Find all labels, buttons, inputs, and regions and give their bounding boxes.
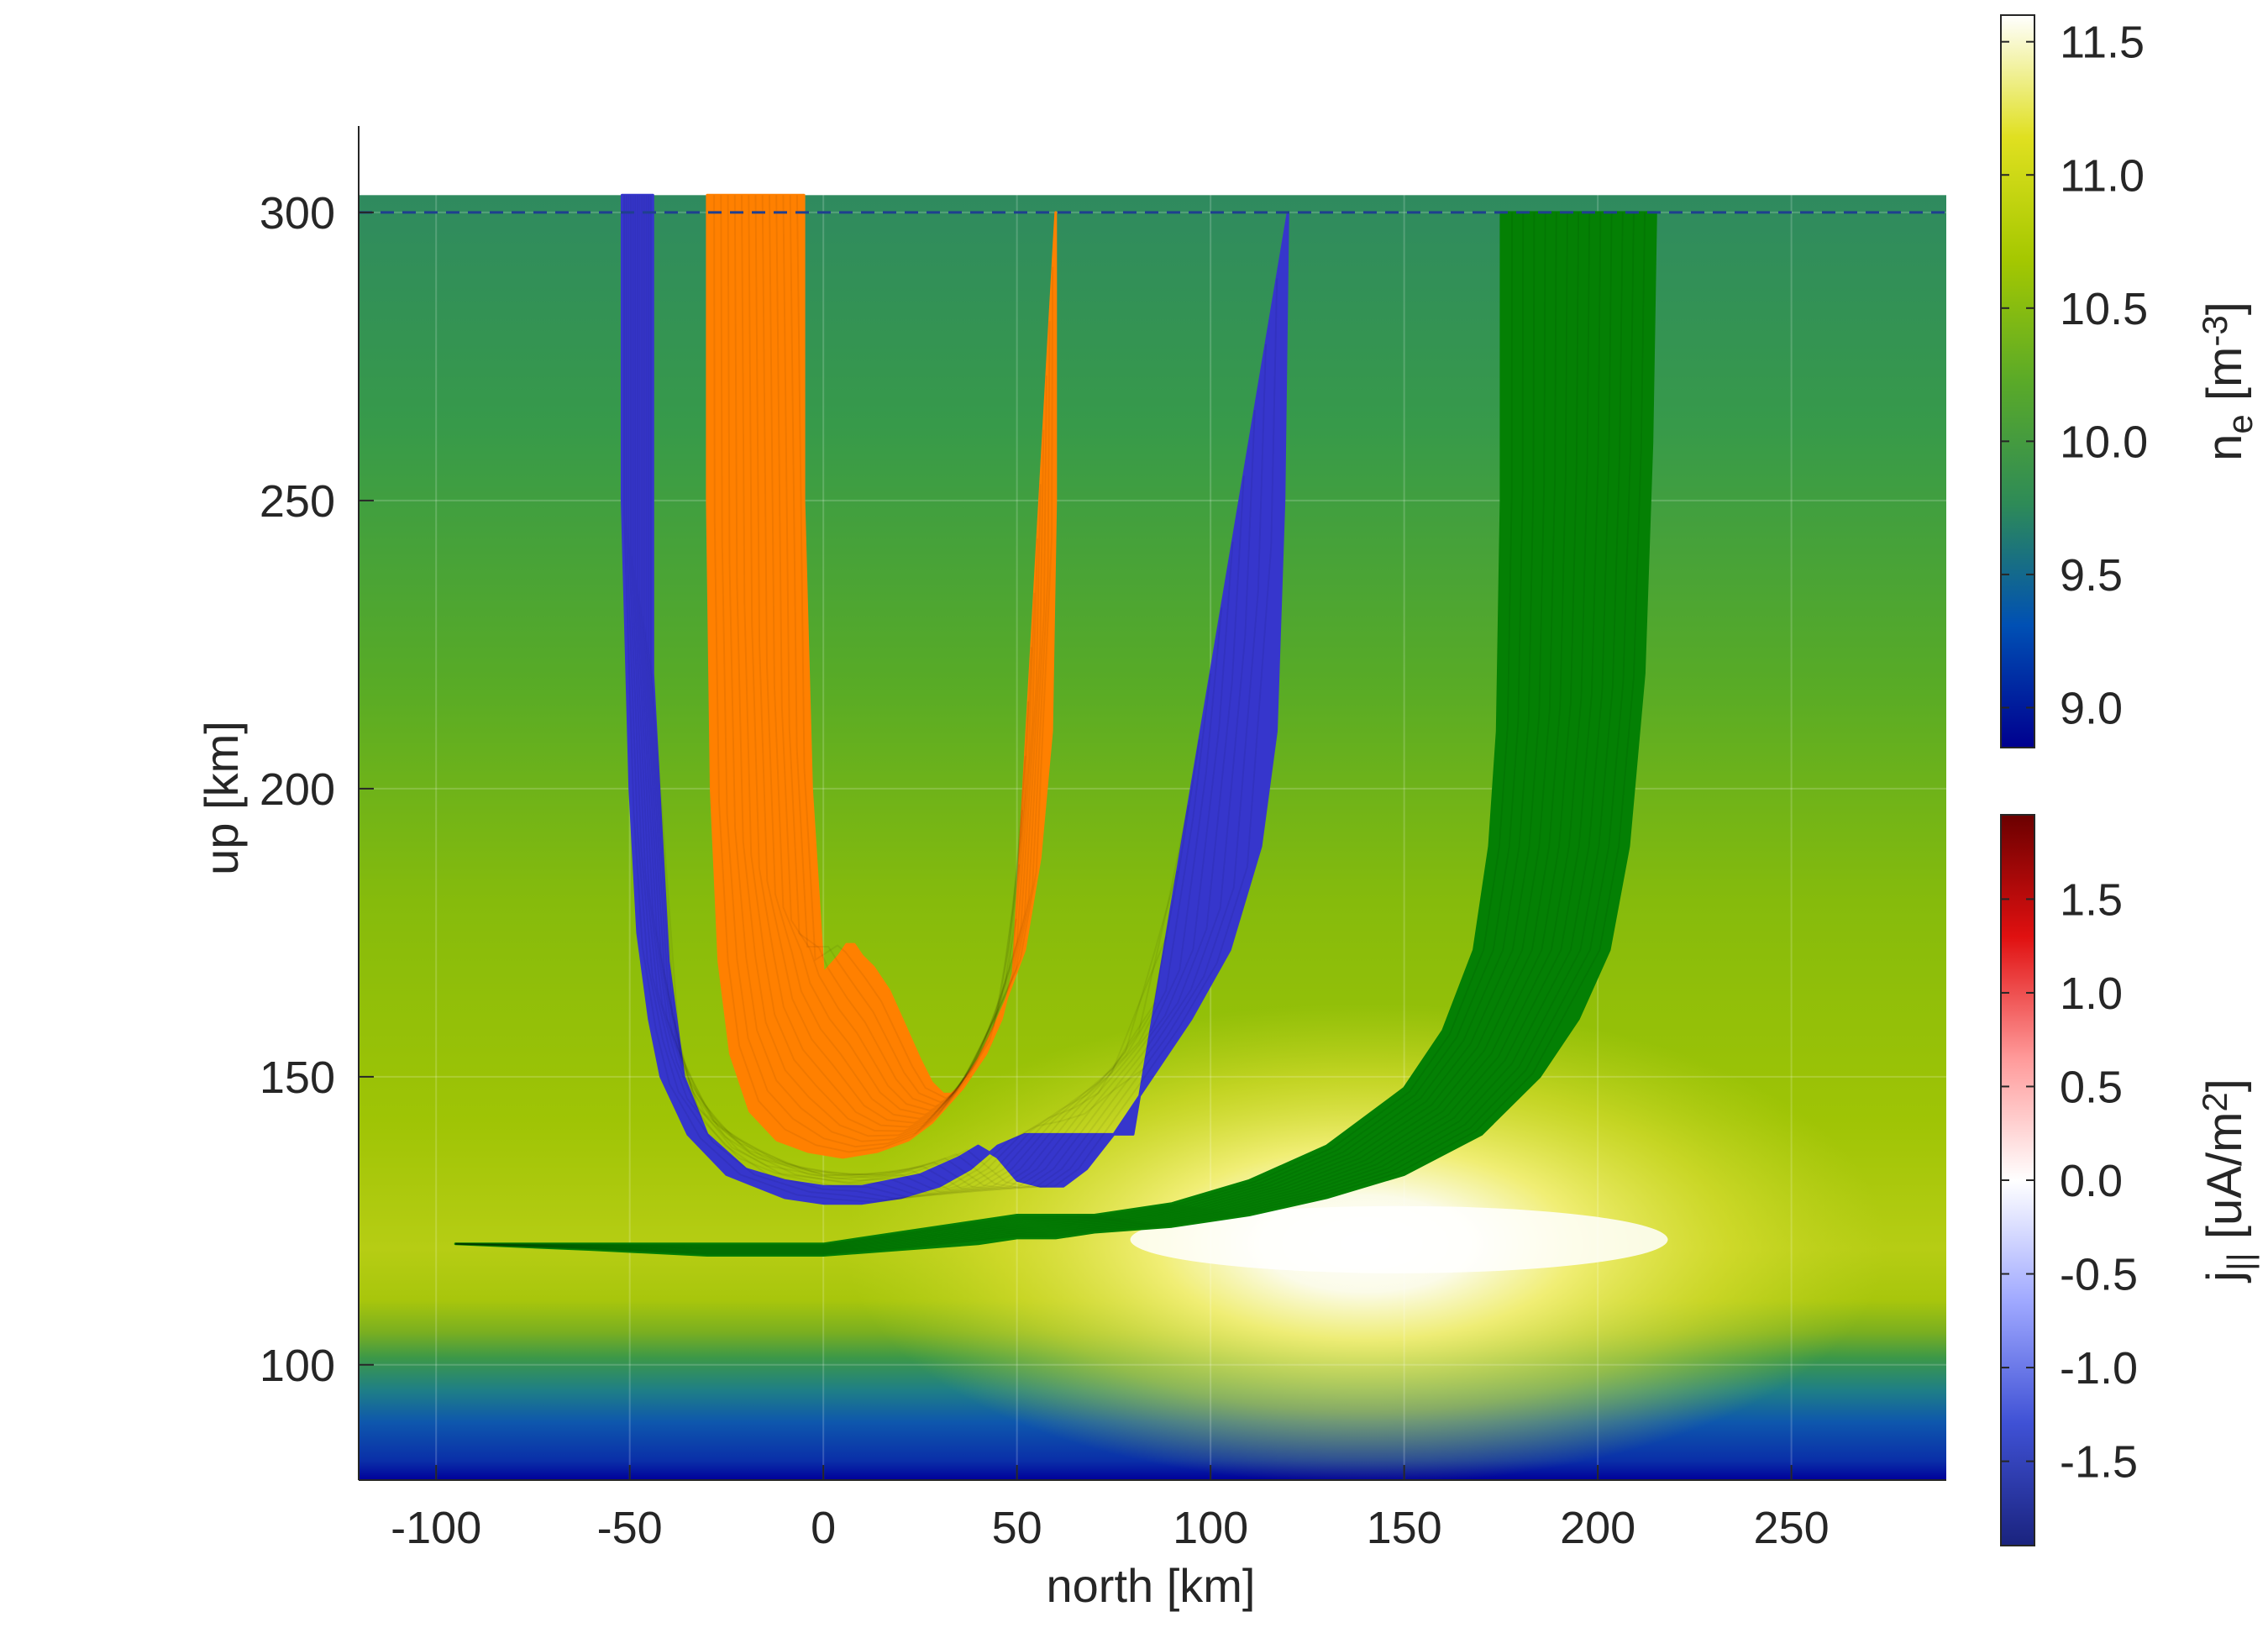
j-colorbar-label-label-unit-pre: [uA/m	[2197, 1112, 2252, 1253]
x-axis-label: north [km]	[1047, 1559, 1256, 1612]
series-2-band	[454, 211, 1657, 1257]
series-2-striation-1	[455, 212, 1513, 1246]
series-2	[454, 211, 1657, 1257]
axes	[358, 126, 1946, 1481]
x-tick-label-4: 100	[1173, 1503, 1248, 1553]
x-tick-labels: -100 -50 0 50 100 150 200 250	[391, 1503, 1830, 1553]
y-tick-label-2: 200	[260, 764, 335, 815]
series-1-striation-10	[775, 195, 1045, 1112]
series-1	[706, 193, 1058, 1159]
series-0-striation-10	[643, 195, 1245, 1191]
series-2-striation-11	[455, 212, 1624, 1254]
series-0-striation-9	[641, 195, 1234, 1192]
j-cbar-tick-label-3: 0.0	[2060, 1156, 2123, 1206]
series-1-striation-6	[748, 195, 1032, 1128]
density-peak-core	[1130, 1205, 1668, 1273]
series-0-striation-4	[630, 195, 1179, 1198]
series-2-striation-9	[455, 212, 1602, 1252]
series-2-striation-10	[455, 212, 1613, 1253]
j-cbar-tick-label-2: -0.5	[2060, 1250, 2138, 1300]
series-1-striation-5	[741, 195, 1030, 1132]
j-cbar-tick-label-5: 1.0	[2060, 969, 2123, 1019]
j-colorbar-label-label-unit-sup: 2	[2195, 1092, 2234, 1111]
series-0-striation-13	[649, 195, 1278, 1189]
density-field	[359, 195, 1946, 1480]
series-2-striation-7	[455, 212, 1580, 1251]
j-cbar-tick-label-0: -1.5	[2060, 1437, 2138, 1488]
series-0-striation-12	[648, 195, 1267, 1189]
y-tick-label-1: 150	[260, 1053, 335, 1103]
ne-colorbar-label-label-unit-post: ]	[2197, 302, 2252, 315]
series-1-striation-13	[795, 195, 1054, 1100]
series-1-striation-7	[754, 195, 1036, 1124]
series-0-striation-3	[627, 195, 1168, 1200]
j-colorbar-label: j|| [uA/m2]	[2195, 1079, 2259, 1284]
series-2-striation-13	[455, 212, 1646, 1256]
ne-cbar-tick-label-0: 9.0	[2060, 683, 2123, 733]
x-tick-label-2: 0	[811, 1503, 836, 1553]
series-0-striation-11	[645, 195, 1256, 1190]
ne-colorbar-label-label-sub: e	[2220, 414, 2260, 433]
field-line-series	[454, 193, 1657, 1257]
ne-colorbar-label-label-unit-sup: -3	[2195, 315, 2234, 346]
series-2-striation-4	[455, 212, 1546, 1248]
series-1-striation-1	[713, 195, 1017, 1153]
series-2-striation-12	[455, 212, 1635, 1255]
j-colorbar-label-label-unit-post: ]	[2197, 1079, 2252, 1092]
j-colorbar: -1.5 -1.0 -0.5 0.0 0.5 1.0 1.5 j|| [uA/m2]	[2000, 814, 2260, 1546]
series-0-band	[621, 193, 1289, 1205]
series-1-striation-9	[769, 195, 1042, 1116]
series-1-striation-3	[727, 195, 1023, 1142]
series-0-striation-6	[634, 195, 1200, 1195]
ne-cbar-tick-label-4: 11.0	[2060, 150, 2145, 201]
y-tick-labels: 100 150 200 250 300	[260, 188, 335, 1391]
series-1-striation-11	[782, 195, 1047, 1108]
ne-cbar-tick-label-1: 9.5	[2060, 550, 2123, 601]
y-axis-label: up [km]	[195, 721, 248, 875]
x-tick-label-5: 150	[1367, 1503, 1442, 1553]
series-2-striation-3	[455, 212, 1536, 1247]
ne-colorbar-label-label-unit-pre: [m	[2197, 347, 2252, 415]
j-cbar-tick-label-1: -1.0	[2060, 1343, 2138, 1394]
series-0-striation-7	[636, 195, 1212, 1193]
y-tick-label-0: 100	[260, 1341, 335, 1391]
j-colorbar-label-label-sub: ||	[2220, 1252, 2260, 1271]
series-1-striation-4	[733, 195, 1026, 1137]
series-1-striation-2	[720, 195, 1021, 1148]
series-0-striation-5	[632, 195, 1189, 1196]
series-1-band	[706, 193, 1058, 1159]
x-tick-label-7: 250	[1754, 1503, 1830, 1553]
y-tick-label-3: 250	[260, 476, 335, 527]
ne-colorbar-bar	[2000, 14, 2035, 748]
series-2-striation-5	[455, 212, 1557, 1249]
series-0-striation-2	[625, 195, 1157, 1201]
ne-colorbar: 9.0 9.5 10.0 10.5 11.0 11.5 ne [m-3]	[2000, 14, 2260, 748]
plot-area: -100 -50 0 50 100 150 200 250 100 150 200 250 300 n…	[195, 126, 1946, 1612]
ne-cbar-tick-label-3: 10.5	[2060, 284, 2148, 334]
x-tick-label-1: -50	[597, 1503, 663, 1553]
j-colorbar-label-label-base: j	[2197, 1271, 2252, 1284]
j-cbar-tick-label-6: 1.5	[2060, 874, 2123, 925]
ne-cbar-tick-label-2: 10.0	[2060, 417, 2148, 467]
series-0	[621, 193, 1289, 1205]
x-tick-label-3: 50	[992, 1503, 1042, 1553]
series-0-striation-8	[638, 195, 1223, 1193]
x-tick-label-6: 200	[1560, 1503, 1635, 1553]
series-1-striation-12	[789, 195, 1051, 1104]
j-cbar-tick-label-4: 0.5	[2060, 1062, 2123, 1112]
ne-colorbar-label-label-base: n	[2197, 434, 2252, 461]
ne-cbar-tick-label-5: 11.5	[2060, 18, 2145, 68]
series-1-striation-8	[761, 195, 1038, 1120]
series-0-striation-1	[623, 195, 1145, 1203]
series-2-striation-6	[455, 212, 1568, 1250]
series-2-striation-2	[455, 212, 1525, 1247]
x-tick-label-0: -100	[391, 1503, 481, 1553]
series-2-striation-8	[455, 212, 1591, 1252]
y-tick-label-4: 300	[260, 188, 335, 239]
ne-colorbar-label: ne [m-3]	[2195, 302, 2259, 461]
